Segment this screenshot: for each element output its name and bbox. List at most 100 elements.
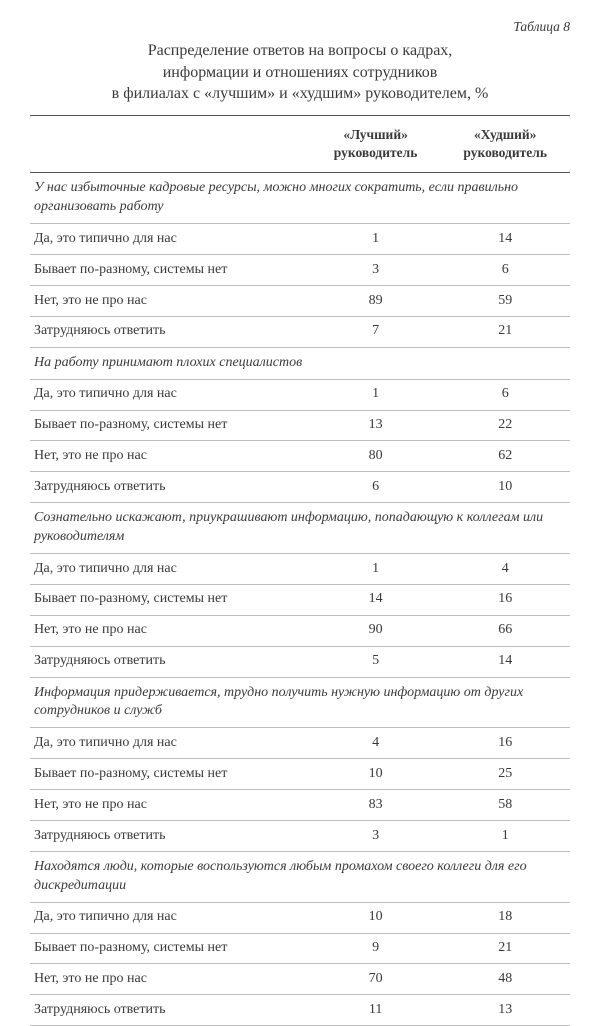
answer-label: Бывает по-разному, системы нет: [30, 759, 311, 790]
value-best: 90: [311, 615, 441, 646]
value-best: 10: [311, 902, 441, 933]
answer-label: Затрудняюсь ответить: [30, 646, 311, 677]
table-row: Затрудняюсь ответить514: [30, 646, 570, 677]
table-row: Да, это типично для нас16: [30, 379, 570, 410]
answer-label: Нет, это не про нас: [30, 790, 311, 821]
value-worst: 18: [440, 902, 570, 933]
section-heading: На работу принимают плохих специалистов: [30, 347, 570, 379]
table-row: Бывает по-разному, системы нет1322: [30, 410, 570, 441]
table-body: У нас избыточные кадровые ресурсы, можно…: [30, 173, 570, 1026]
answer-label: Да, это типично для нас: [30, 902, 311, 933]
table-header-row: «Лучший»руководитель «Худший»руководител…: [30, 116, 570, 173]
table-row: Нет, это не про нас8062: [30, 441, 570, 472]
title-line: информации и отношениях сотрудников: [163, 64, 438, 81]
value-worst: 59: [440, 286, 570, 317]
header-worst: «Худший»руководитель: [440, 116, 570, 173]
table-row: Затрудняюсь ответить31: [30, 821, 570, 852]
value-worst: 21: [440, 316, 570, 347]
table-row: Бывает по-разному, системы нет921: [30, 933, 570, 964]
value-best: 89: [311, 286, 441, 317]
value-best: 1: [311, 554, 441, 585]
value-best: 1: [311, 224, 441, 255]
answer-label: Нет, это не про нас: [30, 286, 311, 317]
section-heading: Находятся люди, которые воспользуются лю…: [30, 851, 570, 902]
value-worst: 62: [440, 441, 570, 472]
table-row: Да, это типично для нас1018: [30, 902, 570, 933]
value-best: 3: [311, 255, 441, 286]
value-best: 13: [311, 410, 441, 441]
value-best: 9: [311, 933, 441, 964]
section-heading: Сознательно искажают, приукрашивают инфо…: [30, 503, 570, 554]
value-worst: 25: [440, 759, 570, 790]
value-worst: 66: [440, 615, 570, 646]
value-best: 83: [311, 790, 441, 821]
table-row: Нет, это не про нас9066: [30, 615, 570, 646]
value-best: 10: [311, 759, 441, 790]
table-row: Затрудняюсь ответить610: [30, 472, 570, 503]
answer-label: Нет, это не про нас: [30, 615, 311, 646]
value-best: 7: [311, 316, 441, 347]
value-best: 5: [311, 646, 441, 677]
answer-label: Бывает по-разному, системы нет: [30, 584, 311, 615]
value-worst: 13: [440, 995, 570, 1026]
table-row: Нет, это не про нас7048: [30, 964, 570, 995]
value-best: 6: [311, 472, 441, 503]
table-row: Бывает по-разному, системы нет1416: [30, 584, 570, 615]
answer-label: Затрудняюсь ответить: [30, 316, 311, 347]
value-best: 11: [311, 995, 441, 1026]
value-worst: 21: [440, 933, 570, 964]
table-number-label: Таблица 8: [30, 18, 570, 36]
value-worst: 14: [440, 224, 570, 255]
table-row: Нет, это не про нас8959: [30, 286, 570, 317]
value-best: 4: [311, 728, 441, 759]
value-best: 3: [311, 821, 441, 852]
answer-label: Затрудняюсь ответить: [30, 995, 311, 1026]
value-worst: 1: [440, 821, 570, 852]
section-heading-row: Находятся люди, которые воспользуются лю…: [30, 851, 570, 902]
answer-label: Нет, это не про нас: [30, 441, 311, 472]
answer-label: Бывает по-разному, системы нет: [30, 255, 311, 286]
answer-label: Да, это типично для нас: [30, 554, 311, 585]
value-worst: 58: [440, 790, 570, 821]
section-heading: У нас избыточные кадровые ресурсы, можно…: [30, 173, 570, 224]
value-best: 1: [311, 379, 441, 410]
section-heading-row: Сознательно искажают, приукрашивают инфо…: [30, 503, 570, 554]
section-heading-row: Информация придерживается, трудно получи…: [30, 677, 570, 728]
value-best: 80: [311, 441, 441, 472]
answer-label: Бывает по-разному, системы нет: [30, 933, 311, 964]
title-line: Распределение ответов на вопросы о кадра…: [148, 42, 453, 59]
value-worst: 4: [440, 554, 570, 585]
table-row: Затрудняюсь ответить1113: [30, 995, 570, 1026]
value-worst: 16: [440, 728, 570, 759]
table-row: Бывает по-разному, системы нет36: [30, 255, 570, 286]
value-worst: 6: [440, 379, 570, 410]
answer-label: Затрудняюсь ответить: [30, 821, 311, 852]
answer-label: Да, это типично для нас: [30, 379, 311, 410]
title-line: в филиалах с «лучшим» и «худшим» руковод…: [112, 85, 489, 102]
header-best: «Лучший»руководитель: [311, 116, 441, 173]
answer-label: Нет, это не про нас: [30, 964, 311, 995]
answer-label: Да, это типично для нас: [30, 224, 311, 255]
table-row: Да, это типично для нас114: [30, 224, 570, 255]
value-worst: 48: [440, 964, 570, 995]
value-worst: 6: [440, 255, 570, 286]
value-worst: 16: [440, 584, 570, 615]
value-worst: 10: [440, 472, 570, 503]
value-best: 14: [311, 584, 441, 615]
header-blank: [30, 116, 311, 173]
section-heading-row: На работу принимают плохих специалистов: [30, 347, 570, 379]
answer-label: Бывает по-разному, системы нет: [30, 410, 311, 441]
section-heading-row: У нас избыточные кадровые ресурсы, можно…: [30, 173, 570, 224]
value-worst: 22: [440, 410, 570, 441]
table-row: Нет, это не про нас8358: [30, 790, 570, 821]
value-best: 70: [311, 964, 441, 995]
answer-label: Да, это типично для нас: [30, 728, 311, 759]
value-worst: 14: [440, 646, 570, 677]
table-row: Да, это типично для нас416: [30, 728, 570, 759]
section-heading: Информация придерживается, трудно получи…: [30, 677, 570, 728]
table-title: Распределение ответов на вопросы о кадра…: [30, 40, 570, 105]
answer-label: Затрудняюсь ответить: [30, 472, 311, 503]
table-row: Затрудняюсь ответить721: [30, 316, 570, 347]
table-row: Да, это типично для нас14: [30, 554, 570, 585]
table-row: Бывает по-разному, системы нет1025: [30, 759, 570, 790]
